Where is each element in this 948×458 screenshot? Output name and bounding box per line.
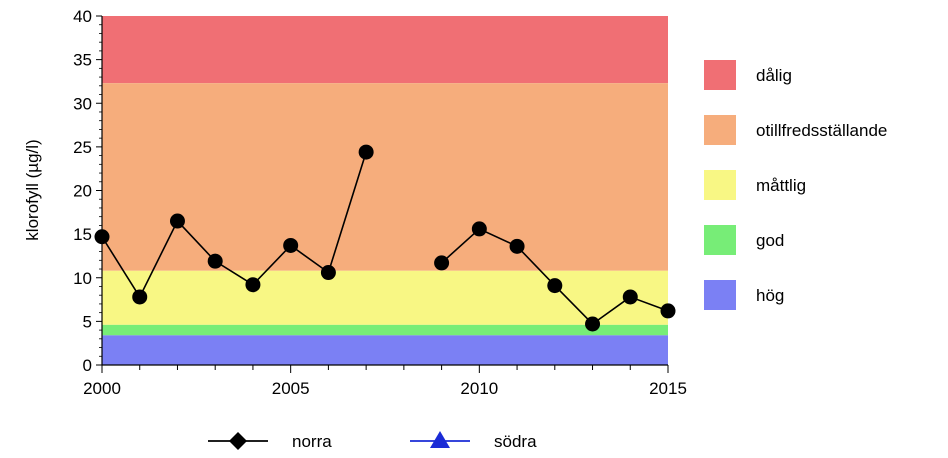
data-point-norra <box>434 255 450 271</box>
data-point-norra <box>245 277 261 293</box>
status-band-1 <box>102 83 668 271</box>
class-swatch-2 <box>704 170 736 200</box>
legend-label-sodra: södra <box>494 432 537 451</box>
y-tick-label: 20 <box>73 182 92 201</box>
class-label-2: måttlig <box>756 176 806 195</box>
data-point-norra <box>509 238 525 254</box>
data-point-norra <box>358 144 374 160</box>
series-line-norra-0 <box>101 151 367 299</box>
status-class-legend: dålig otillfredsställande måttlig god hög <box>704 60 887 310</box>
class-label-3: god <box>756 231 784 250</box>
data-point-norra <box>207 253 223 269</box>
y-tick-label: 25 <box>73 138 92 157</box>
data-point-norra <box>169 213 185 229</box>
status-band-3 <box>102 324 668 336</box>
y-tick-label: 10 <box>73 269 92 288</box>
status-band-4 <box>102 335 668 365</box>
y-tick-label: 40 <box>73 7 92 26</box>
status-bands <box>102 16 668 365</box>
y-tick-label: 35 <box>73 51 92 70</box>
y-tick-label: 15 <box>73 225 92 244</box>
data-point-norra <box>660 303 676 319</box>
data-point-norra <box>622 289 638 305</box>
data-point-norra <box>320 265 336 281</box>
x-tick-label: 2010 <box>460 379 498 398</box>
x-tick-label: 2015 <box>649 379 687 398</box>
status-band-2 <box>102 270 668 325</box>
status-band-0 <box>102 16 668 84</box>
y-tick-label: 5 <box>83 312 92 331</box>
class-swatch-4 <box>704 280 736 310</box>
series-lines <box>94 144 676 332</box>
y-tick-label: 0 <box>83 356 92 375</box>
class-swatch-1 <box>704 115 736 145</box>
legend-label-norra: norra <box>292 432 332 451</box>
data-point-norra <box>132 289 148 305</box>
data-point-norra <box>471 221 487 237</box>
data-point-norra <box>585 316 601 332</box>
class-swatch-0 <box>704 60 736 90</box>
legend-marker-sodra <box>430 431 450 448</box>
class-label-0: dålig <box>756 66 792 85</box>
y-tick-label: 30 <box>73 94 92 113</box>
x-tick-label: 2000 <box>83 379 121 398</box>
data-point-norra <box>94 229 110 245</box>
class-swatch-3 <box>704 225 736 255</box>
x-tick-label: 2005 <box>272 379 310 398</box>
class-label-1: otillfredsställande <box>756 121 887 140</box>
y-axis-label: klorofyll (µg/l) <box>23 139 42 240</box>
legend-marker-norra <box>229 432 247 450</box>
data-point-norra <box>547 278 563 294</box>
class-label-4: hög <box>756 286 784 305</box>
axes: 0 5 10 15 20 25 30 35 40 2000 2005 2010 2015 <box>73 7 687 398</box>
data-point-norra <box>283 237 299 253</box>
series-legend: norra södra <box>208 431 537 451</box>
